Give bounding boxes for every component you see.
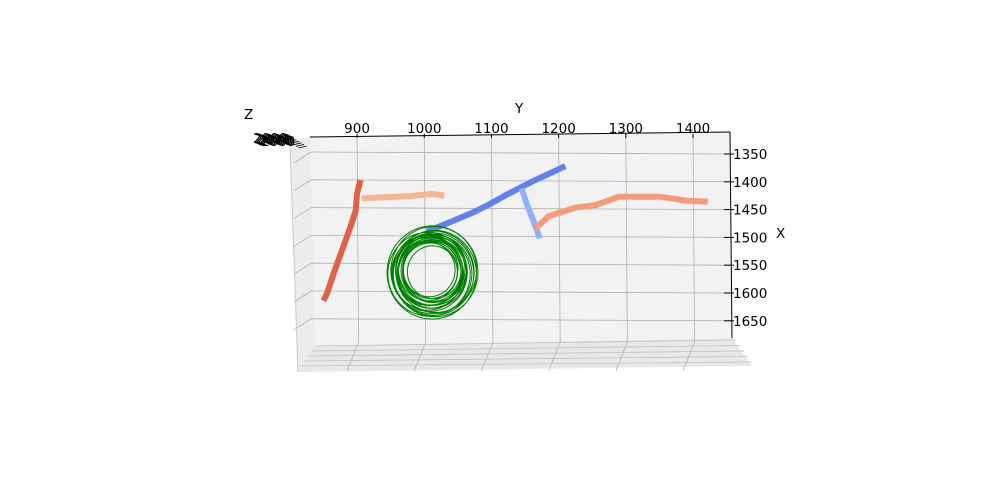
- y-tick-label: 1300: [609, 121, 643, 137]
- x-tick-label: 1550: [733, 258, 767, 274]
- x-tick-label: 1350: [733, 147, 767, 163]
- back-pane: [310, 132, 732, 346]
- y-tick-label: 1200: [541, 121, 575, 137]
- axes-panes: [290, 132, 752, 372]
- y-tick-label: 900: [344, 121, 370, 137]
- z-tick-label: 2000: [261, 134, 295, 150]
- z-axis-label: Z: [244, 107, 253, 123]
- x-tick-label: 1650: [733, 314, 767, 330]
- x-tick-label: 1500: [733, 230, 767, 246]
- y-tick-label: 1400: [676, 121, 710, 137]
- x-tick-label: 1400: [733, 175, 767, 191]
- y-axis-label: Y: [514, 101, 524, 117]
- y-tick-label: 1000: [407, 121, 441, 137]
- x-tick-label: 1600: [733, 286, 767, 302]
- y-tick-label: 1100: [474, 121, 508, 137]
- x-axis-label: X: [776, 226, 785, 242]
- x-tick-label: 1450: [733, 203, 767, 219]
